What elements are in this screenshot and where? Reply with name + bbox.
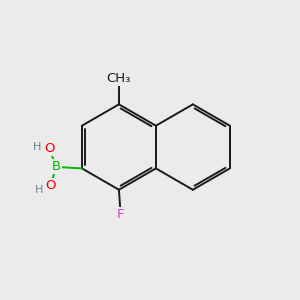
Text: H: H [35,185,44,196]
Text: O: O [44,142,55,155]
Text: B: B [52,160,61,173]
Text: H: H [33,142,41,152]
Text: CH₃: CH₃ [107,72,131,85]
Text: O: O [46,179,56,192]
Text: F: F [117,208,124,221]
